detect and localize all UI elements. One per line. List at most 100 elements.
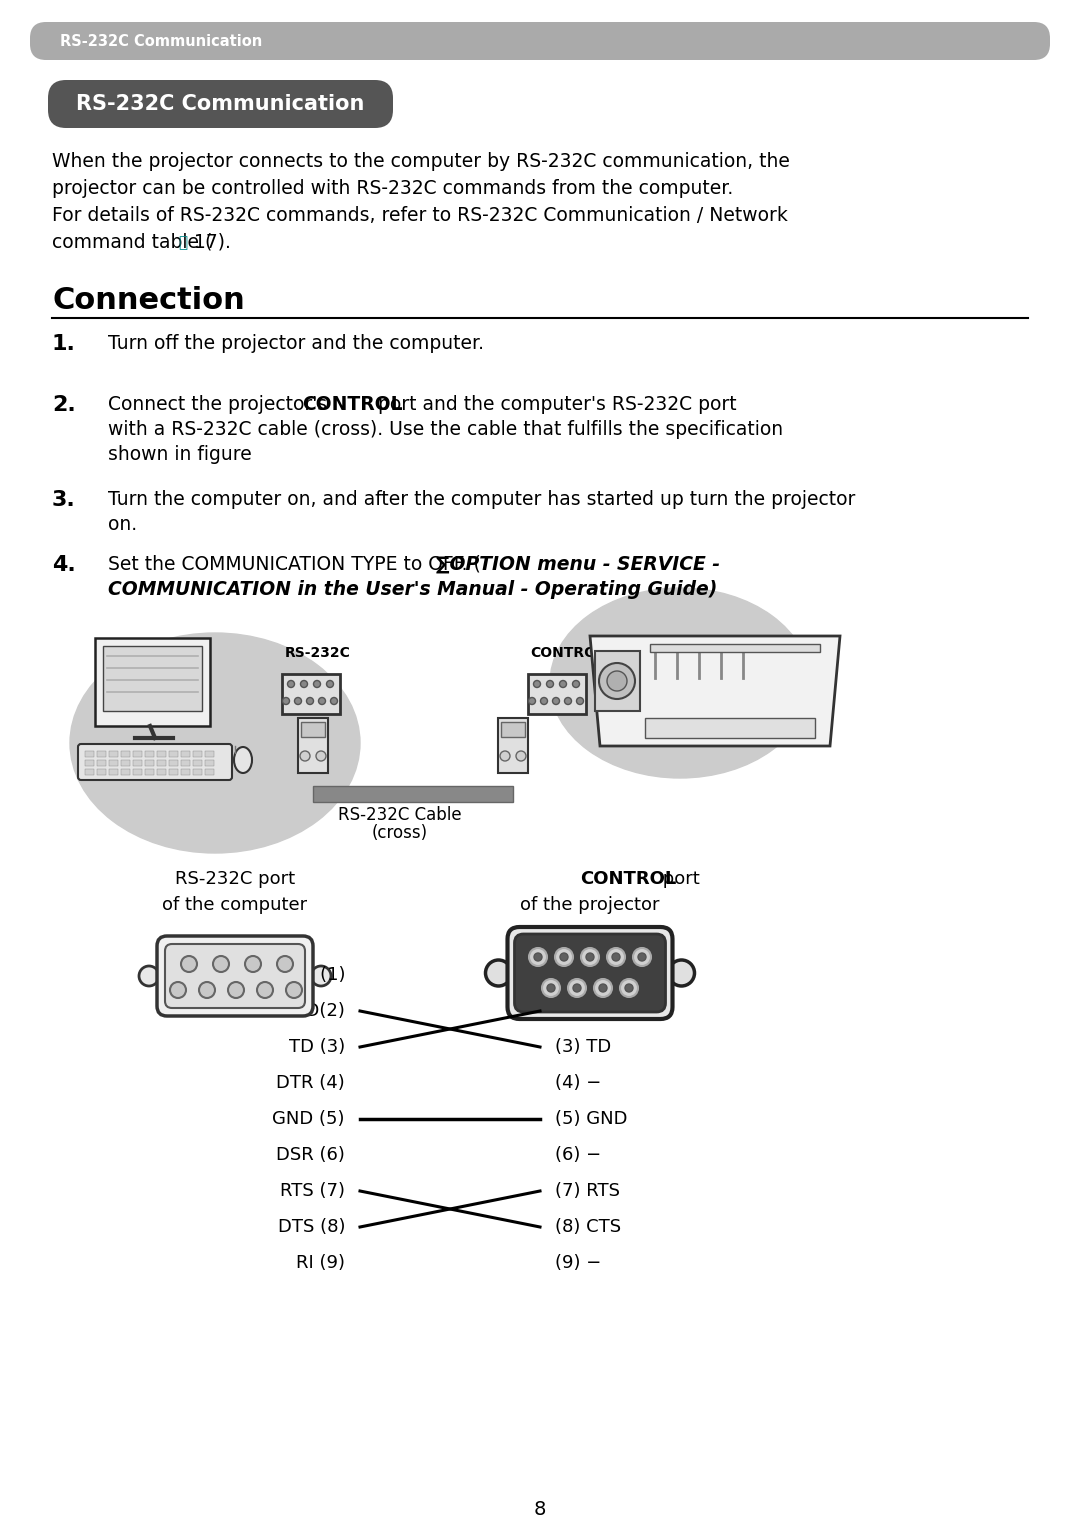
Text: For details of RS-232C commands, refer to RS-232C Communication / Network: For details of RS-232C commands, refer t… [52,205,788,225]
Circle shape [669,961,694,987]
Text: projector can be controlled with RS-232C commands from the computer.: projector can be controlled with RS-232C… [52,179,733,198]
FancyBboxPatch shape [165,944,305,1008]
Circle shape [565,697,571,705]
Bar [205,769,214,775]
Text: 17).: 17). [194,233,231,251]
Text: RS-232C Communication: RS-232C Communication [77,93,365,113]
FancyBboxPatch shape [508,927,673,1019]
Bar [121,769,130,775]
Text: (5) GND: (5) GND [555,1111,627,1128]
Bar [97,769,106,775]
Circle shape [500,751,510,761]
Circle shape [546,984,555,993]
Text: CONTROL: CONTROL [302,395,403,414]
Circle shape [330,697,337,705]
Text: CONTROL: CONTROL [580,870,676,889]
Text: TD (3): TD (3) [288,1039,345,1056]
Bar [181,769,190,775]
Circle shape [228,982,244,997]
Text: port: port [657,870,700,889]
Text: (3) TD: (3) TD [555,1039,611,1056]
Text: RD(2): RD(2) [293,1002,345,1020]
Text: Connection: Connection [52,286,245,316]
Circle shape [181,956,197,971]
Bar [313,786,513,801]
Text: RI (9): RI (9) [296,1255,345,1272]
Circle shape [559,680,567,688]
Text: of the computer: of the computer [162,896,308,915]
Circle shape [577,697,583,705]
Bar [109,751,118,757]
Text: CD (1): CD (1) [287,967,345,984]
Polygon shape [590,636,840,746]
Circle shape [555,948,573,967]
Bar [181,760,190,766]
Text: command table (: command table ( [52,233,213,251]
Circle shape [572,680,580,688]
Text: port and the computer's RS-232C port: port and the computer's RS-232C port [372,395,737,414]
Text: RS-232C: RS-232C [285,647,351,660]
Circle shape [534,953,542,961]
Bar [121,751,130,757]
Circle shape [573,984,581,993]
Circle shape [612,953,620,961]
Bar [193,769,202,775]
Bar [85,751,94,757]
Bar [97,751,106,757]
Circle shape [300,751,310,761]
Circle shape [542,979,561,997]
FancyBboxPatch shape [48,80,393,129]
Circle shape [534,680,540,688]
Circle shape [594,979,612,997]
Text: on.: on. [108,515,137,535]
Circle shape [529,948,546,967]
Text: Connect the projector's: Connect the projector's [108,395,333,414]
Text: GND (5): GND (5) [272,1111,345,1128]
Bar [301,722,325,737]
Bar [133,769,141,775]
Circle shape [295,697,301,705]
Text: ∑OPTION menu - SERVICE -: ∑OPTION menu - SERVICE - [436,555,720,574]
Circle shape [245,956,261,971]
Circle shape [313,680,321,688]
Bar [145,760,154,766]
Circle shape [568,979,586,997]
Bar [97,760,106,766]
Bar [157,760,166,766]
Ellipse shape [70,633,360,853]
Bar [498,719,528,774]
FancyBboxPatch shape [78,745,232,780]
Text: RS-232C port: RS-232C port [175,870,295,889]
Text: 3.: 3. [52,490,76,510]
Bar [168,760,178,766]
Bar [145,751,154,757]
Text: 8: 8 [534,1500,546,1520]
Bar [85,769,94,775]
Bar [157,769,166,775]
Text: RTS (7): RTS (7) [280,1183,345,1200]
Text: CONTROL: CONTROL [530,647,605,660]
Text: with a RS-232C cable (cross). Use the cable that fulfills the specification: with a RS-232C cable (cross). Use the ca… [108,420,783,440]
Text: (6) −: (6) − [555,1146,602,1164]
Bar [133,751,141,757]
Ellipse shape [550,588,810,778]
Text: When the projector connects to the computer by RS-232C communication, the: When the projector connects to the compu… [52,152,789,172]
Bar [145,769,154,775]
Circle shape [528,697,536,705]
Bar [121,760,130,766]
Circle shape [283,697,289,705]
Text: (2) RD: (2) RD [555,1002,612,1020]
Text: ⧉: ⧉ [178,234,187,250]
Circle shape [607,671,627,691]
Text: shown in figure: shown in figure [108,444,252,464]
Bar [205,751,214,757]
Circle shape [307,697,313,705]
Circle shape [586,953,594,961]
Text: DTS (8): DTS (8) [278,1218,345,1236]
Bar [181,751,190,757]
Circle shape [139,967,159,987]
Bar [501,722,525,737]
Bar [103,647,202,711]
Circle shape [213,956,229,971]
Circle shape [625,984,633,993]
